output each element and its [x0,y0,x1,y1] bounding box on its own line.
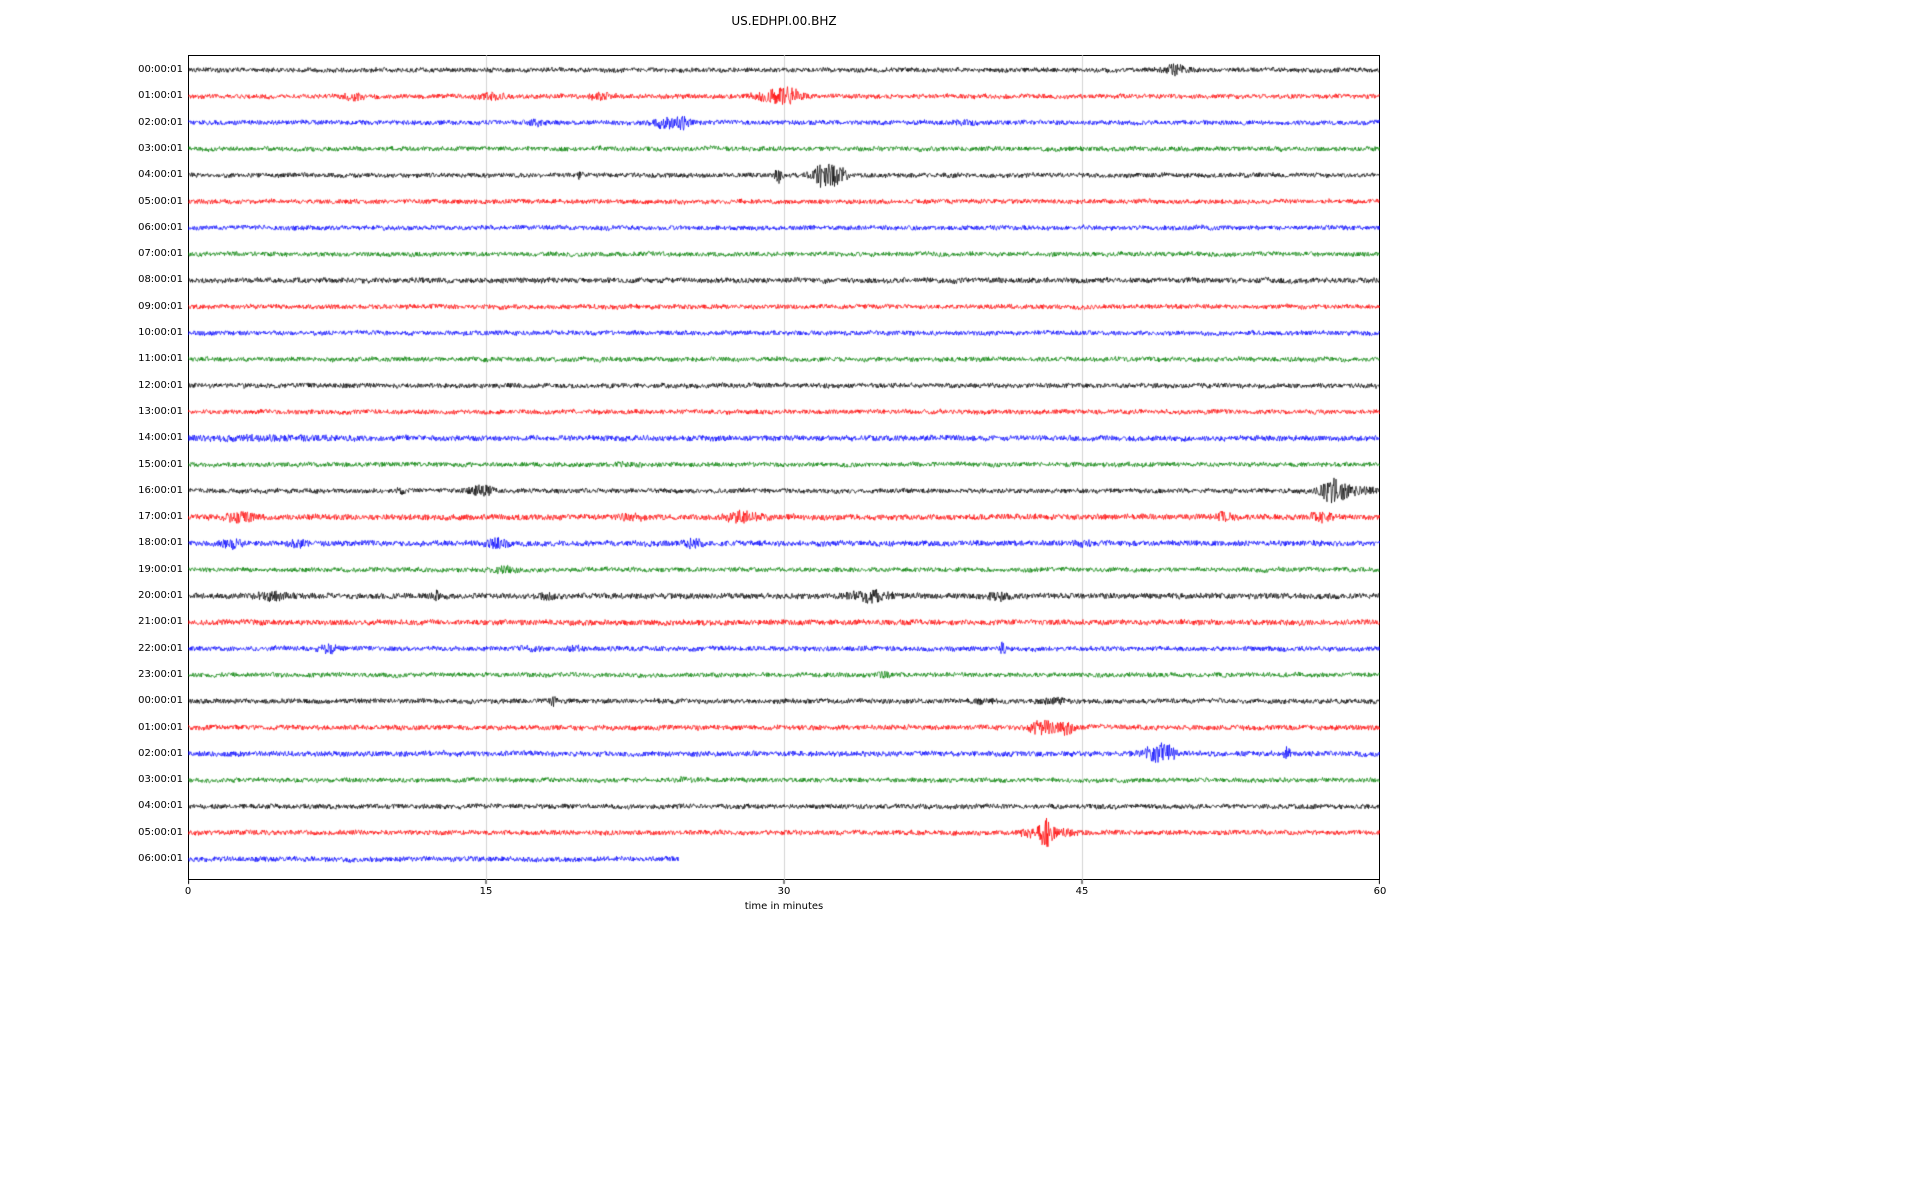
row-label: 14:00:01 [138,432,183,444]
chart-title: US.EDHPI.00.BHZ [731,14,837,28]
x-tick-label: 0 [184,886,192,897]
row-label: 04:00:01 [138,800,183,812]
row-label: 12:00:01 [138,379,183,391]
x-tick-label: 45 [1075,886,1089,897]
row-label: 04:00:01 [138,169,183,181]
row-label: 00:00:01 [138,695,183,707]
x-tick-label: 30 [777,886,791,897]
row-label: 17:00:01 [138,511,183,523]
row-label: 15:00:01 [138,458,183,470]
x-tick-label: 15 [479,886,493,897]
row-label: 18:00:01 [138,537,183,549]
row-label: 02:00:01 [138,747,183,759]
x-tick-label: 60 [1373,886,1387,897]
row-label: 05:00:01 [138,826,183,838]
row-label: 06:00:01 [138,853,183,864]
row-label: 03:00:01 [138,774,183,786]
row-label: 01:00:01 [138,721,183,733]
row-label: 02:00:01 [138,116,183,128]
row-label: 00:00:01 [138,64,183,75]
row-label: 05:00:01 [138,195,183,207]
row-label: 03:00:01 [138,142,183,154]
row-label: 22:00:01 [138,642,183,654]
row-label: 23:00:01 [138,668,183,680]
row-label: 10:00:01 [138,327,183,338]
row-label: 09:00:01 [138,300,183,312]
row-label: 01:00:01 [138,90,183,102]
row-label: 19:00:01 [138,563,183,575]
row-label: 08:00:01 [138,274,183,286]
row-label: 13:00:01 [138,405,183,417]
row-label: 16:00:01 [138,484,183,496]
row-label: 20:00:01 [138,590,183,601]
seismogram-canvas [188,55,1380,895]
row-label: 11:00:01 [138,353,183,365]
x-axis-label: time in minutes [744,901,824,912]
row-label: 06:00:01 [138,221,183,233]
row-label: 07:00:01 [138,248,183,260]
row-label: 21:00:01 [138,616,183,628]
